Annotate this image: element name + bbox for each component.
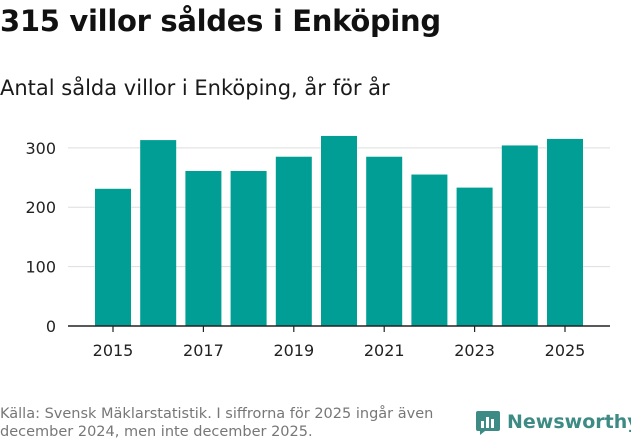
chart-title: 315 villor såldes i Enköping	[0, 4, 441, 38]
x-tick-label: 2021	[364, 341, 405, 360]
bar-chart: 0 100 200 300 2015 2017 2019 2021 2023 2025	[25, 135, 610, 360]
x-tick-label: 2025	[545, 341, 586, 360]
bar-2021[interactable]	[366, 156, 403, 326]
bar-2015[interactable]	[95, 188, 131, 326]
bar-2025[interactable]	[547, 138, 583, 326]
logo-text: Newsworthy	[507, 411, 631, 433]
bar-chart-logo-icon	[476, 411, 500, 435]
bar-2017[interactable]	[185, 170, 222, 326]
y-tick-label: 200	[25, 198, 56, 217]
y-tick-label: 0	[46, 317, 56, 336]
bar-2023[interactable]	[456, 187, 493, 326]
newsworthy-logo[interactable]: Newsworthy	[475, 408, 631, 436]
bar-2019[interactable]	[275, 156, 312, 326]
bar-2022[interactable]	[411, 174, 448, 326]
bar-2016[interactable]	[140, 140, 177, 326]
x-tick-label: 2015	[93, 341, 134, 360]
bar-2018[interactable]	[230, 170, 267, 326]
bars	[95, 135, 583, 326]
x-tick-label: 2019	[273, 341, 314, 360]
source-note: Källa: Svensk Mäklarstatistik. I siffror…	[0, 406, 434, 440]
x-tick-label: 2023	[454, 341, 495, 360]
y-tick-label: 100	[25, 258, 56, 277]
y-tick-label: 300	[25, 139, 56, 158]
axes: 0 100 200 300 2015 2017 2019 2021 2023 2025	[25, 139, 610, 360]
bar-2024[interactable]	[501, 145, 538, 326]
chart-subtitle: Antal sålda villor i Enköping, år för år	[0, 76, 390, 100]
x-tick-label: 2017	[183, 341, 224, 360]
bar-2020[interactable]	[321, 135, 357, 326]
